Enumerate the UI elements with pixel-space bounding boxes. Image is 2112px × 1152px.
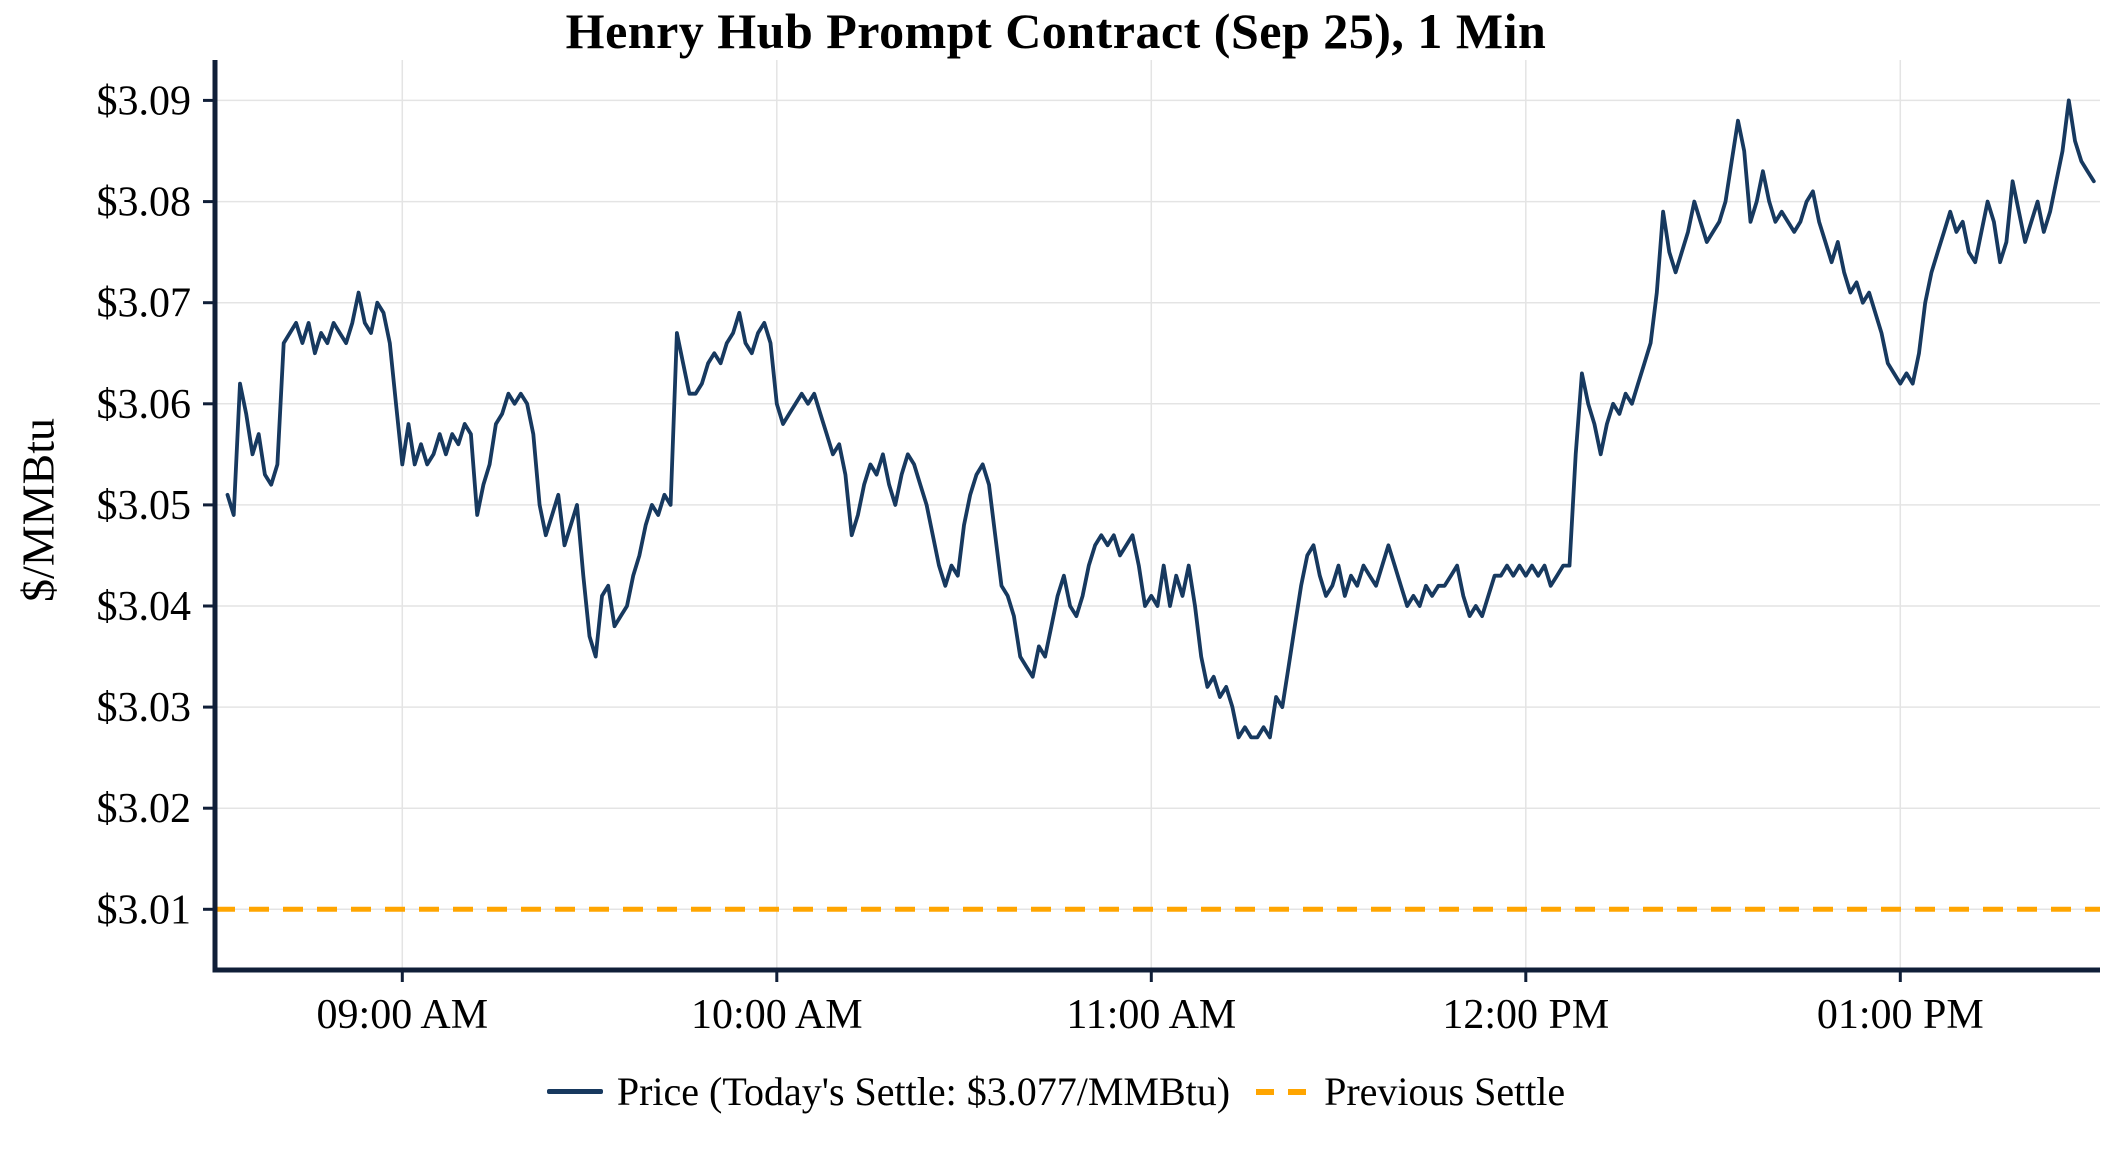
x-tick-label: 12:00 PM (1442, 992, 1609, 1038)
y-tick-label: $3.09 (97, 78, 192, 124)
price-line-swatch (546, 1089, 603, 1094)
chart-title: Henry Hub Prompt Contract (Sep 25), 1 Mi… (565, 3, 1547, 59)
y-tick-label: $3.01 (97, 887, 192, 933)
y-tick-label: $3.06 (97, 382, 192, 428)
previous-settle-dash-swatch (1256, 1088, 1311, 1095)
y-tick-label: $3.08 (97, 180, 192, 226)
x-tick-label: 09:00 AM (317, 992, 489, 1038)
legend-item-price: Price (Today's Settle: $3.077/MMBtu) (546, 1068, 1231, 1115)
y-tick-label: $3.03 (97, 685, 192, 731)
legend-item-previous-settle: Previous Settle (1256, 1068, 1565, 1115)
x-tick-label: 10:00 AM (691, 992, 863, 1038)
price-legend-label: Price (Today's Settle: $3.077/MMBtu) (616, 1069, 1231, 1114)
y-tick-label: $3.02 (97, 786, 192, 832)
y-tick-label: $3.04 (97, 584, 192, 630)
x-tick-label: 01:00 PM (1817, 992, 1984, 1038)
y-tick-label: $3.05 (97, 483, 192, 529)
x-tick-label: 11:00 AM (1066, 992, 1236, 1038)
price-line (225, 98, 2096, 740)
previous-settle-legend-label: Previous Settle (1324, 1069, 1566, 1114)
legend: Price (Today's Settle: $3.077/MMBtu) Pre… (0, 1068, 2112, 1115)
y-tick-label: $3.07 (97, 281, 192, 327)
